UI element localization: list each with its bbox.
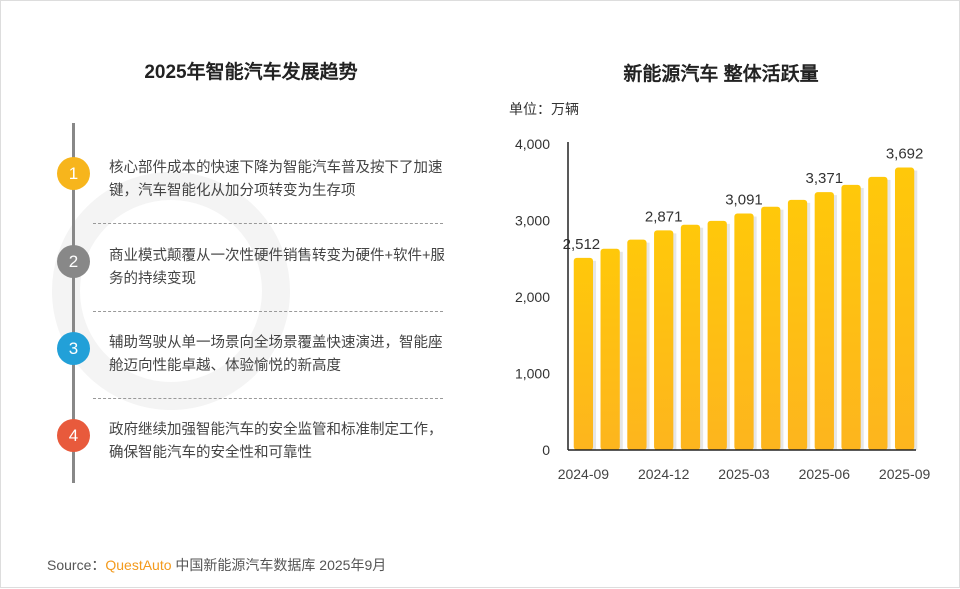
bar bbox=[573, 257, 594, 450]
separator bbox=[93, 223, 443, 224]
bar bbox=[734, 213, 754, 450]
bar bbox=[707, 220, 727, 450]
left-title: 2025年智能汽车发展趋势 bbox=[144, 62, 358, 83]
source-brand: QuestAuto bbox=[105, 557, 172, 573]
bar bbox=[868, 176, 888, 450]
y-tick-label: 0 bbox=[542, 442, 550, 458]
separator bbox=[93, 398, 443, 399]
trend-text: 商业模式颠覆从一次性硬件销售转变为硬件+软件+服务的持续变现 bbox=[109, 248, 445, 287]
bar bbox=[680, 224, 701, 450]
source-prefix: Source： bbox=[47, 557, 106, 573]
x-tick-label: 2025-03 bbox=[718, 466, 770, 482]
x-tick-label: 2024-09 bbox=[558, 466, 610, 482]
x-tick-label: 2025-06 bbox=[799, 466, 851, 482]
data-label: 2,512 bbox=[563, 236, 601, 253]
number-badge: 3 bbox=[57, 332, 90, 365]
bar bbox=[627, 239, 647, 450]
data-label: 3,692 bbox=[886, 146, 924, 163]
y-tick-label: 3,000 bbox=[515, 213, 550, 229]
trend-text: 核心部件成本的快速下降为智能汽车普及按下了加速键，汽车智能化从加分项转变为生存项 bbox=[109, 160, 443, 199]
bar bbox=[814, 192, 834, 450]
unit-label: 单位：万辆 bbox=[509, 101, 579, 117]
source-line: Source：QuestAuto 中国新能源汽车数据库 2025年9月 bbox=[47, 555, 386, 575]
bar bbox=[654, 230, 674, 450]
chart-title: 新能源汽车 整体活跃量 bbox=[623, 64, 819, 85]
y-tick-label: 4,000 bbox=[515, 136, 550, 152]
bar bbox=[787, 199, 808, 450]
source-text: 中国新能源汽车数据库 2025年9月 bbox=[175, 557, 387, 573]
bar bbox=[761, 206, 781, 450]
x-tick-label: 2025-09 bbox=[879, 466, 931, 482]
trend-text: 辅助驾驶从单一场景向全场景覆盖快速演进，智能座舱迈向性能卓越、体验愉悦的新高度 bbox=[109, 335, 443, 374]
trend-text: 政府继续加强智能汽车的安全监管和标准制定工作，确保智能汽车的安全性和可靠性 bbox=[109, 422, 443, 461]
timeline-line bbox=[72, 123, 75, 483]
data-label: 3,371 bbox=[806, 170, 844, 187]
number-badge: 1 bbox=[57, 157, 90, 190]
bar bbox=[894, 167, 915, 450]
bar bbox=[600, 248, 620, 450]
number-badge: 2 bbox=[57, 245, 90, 278]
bar bbox=[841, 184, 861, 451]
y-tick-label: 1,000 bbox=[515, 366, 550, 382]
x-tick-label: 2024-12 bbox=[638, 466, 690, 482]
data-label: 2,871 bbox=[645, 208, 683, 225]
number-badge: 4 bbox=[57, 419, 90, 452]
y-tick-label: 2,000 bbox=[515, 289, 550, 305]
data-label: 3,091 bbox=[725, 192, 763, 209]
watermark-logo bbox=[52, 172, 290, 410]
separator bbox=[93, 311, 443, 312]
